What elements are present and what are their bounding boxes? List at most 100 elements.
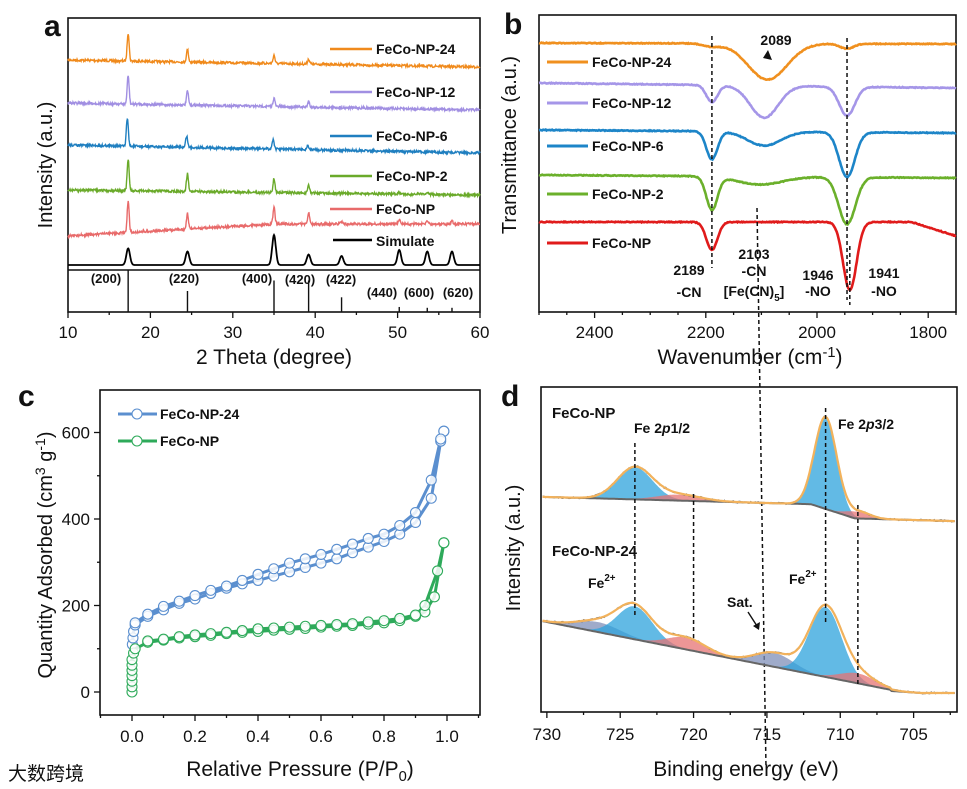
x-axis-label-part: Relative Pressure (P/P (186, 758, 398, 781)
x-tick-label: 0.2 (183, 727, 207, 746)
data-point (346, 618, 359, 630)
annotation-fe2p32-part: Fe 2 (838, 416, 866, 432)
data-point (394, 612, 406, 625)
data-point (331, 618, 343, 631)
x-tick-label: 710 (826, 725, 854, 744)
data-point (315, 619, 327, 631)
data-point (189, 590, 201, 602)
annotation-fe2p12-part: 1/2 (671, 420, 691, 436)
annotation-1946: 1946 (802, 267, 833, 283)
ftir-series-line (538, 81, 957, 120)
hkl-label: (600) (404, 285, 434, 300)
data-point (173, 631, 185, 643)
x-axis-label-part: Wavenumber (cm (658, 346, 823, 369)
legend-label: FeCo-NP-24 (592, 54, 672, 70)
legend-label: FeCo-NP-6 (592, 138, 664, 154)
envelope-fit-line (542, 601, 955, 695)
y-tick-label: 0 (81, 683, 90, 702)
ftir-series-line (538, 128, 957, 179)
legend-label: FeCo-NP-2 (376, 168, 448, 184)
panel-label-c: c (18, 380, 35, 413)
x-tick-label: 0.6 (309, 727, 333, 746)
annotation-fe2p32: Fe 2p3/2 (838, 416, 894, 432)
x-axis-label: Relative Pressure (P/P0) (186, 758, 414, 785)
annotation-fe2p12: Fe 2p1/2 (634, 420, 690, 436)
data-point (431, 565, 444, 577)
hkl-label: (422) (326, 272, 356, 287)
data-point (252, 568, 264, 580)
annotation-fe2plus: Fe2+ (789, 569, 817, 587)
xrd-series-line (67, 34, 481, 70)
annotation-satellite: Sat. (727, 594, 753, 610)
y-axis-label-part: -1 (32, 438, 48, 451)
annotation-species: [Fe(CN)5] (724, 283, 785, 304)
data-point (205, 584, 217, 596)
fit-component-area (542, 467, 955, 522)
x-axis-label-part: 0 (399, 769, 407, 785)
x-tick-label: 1.0 (435, 727, 459, 746)
data-point (252, 623, 264, 635)
data-point (331, 553, 343, 565)
legend-label: Simulate (376, 233, 435, 249)
data-point (283, 621, 296, 633)
annotation-assign: -CN (742, 263, 767, 279)
x-tick-label: 10 (59, 323, 78, 342)
hkl-label: (400) (242, 271, 272, 286)
data-point (346, 538, 359, 550)
xrd-series-line (67, 159, 481, 199)
raw-data-line (542, 415, 955, 523)
annotation-fe2plus-part: 2+ (805, 569, 816, 580)
x-tick-label: 40 (306, 323, 325, 342)
isotherm-desorption-line (134, 430, 446, 625)
xrd-series-line (67, 117, 481, 157)
y-axis-label-part: Quantity Adsorbed (cm (35, 475, 57, 678)
data-point (268, 563, 280, 575)
data-point (157, 600, 170, 612)
annotation-species-part: [Fe(CN) (724, 283, 775, 299)
spectrum-label: FeCo-NP (552, 405, 615, 422)
satellite-arrow-line (747, 611, 758, 627)
annotation-fe2p32-part: 3/2 (875, 416, 895, 432)
fit-component-area (542, 621, 955, 693)
data-point (378, 615, 390, 627)
simulated-pattern-line (68, 232, 480, 266)
x-tick-label: 2000 (798, 323, 836, 342)
data-point (419, 599, 431, 612)
data-point (189, 629, 201, 641)
x-tick-label: 2200 (687, 323, 725, 342)
x-tick-label: 20 (141, 323, 160, 342)
y-axis-label-part: ) (35, 431, 57, 438)
x-tick-label: 0.8 (372, 727, 396, 746)
x-tick-label: 60 (471, 323, 490, 342)
y-tick-label: 600 (62, 424, 90, 443)
data-point (362, 532, 374, 545)
data-point (331, 543, 343, 555)
x-axis-label-part: ) (836, 346, 843, 369)
y-axis-label: Quantity Adsorbed (cm3 g-1) (32, 431, 57, 678)
legend-label: FeCo-NP-24 (376, 41, 456, 57)
data-point (129, 643, 141, 655)
data-point (157, 633, 170, 645)
x-tick-label: 725 (606, 725, 634, 744)
annotation-2103: 2103 (738, 246, 769, 262)
legend-marker (131, 408, 143, 420)
x-axis-label: Wavenumber (cm-1) (658, 345, 843, 369)
y-axis-label: Transmittance (a.u.) (499, 56, 521, 234)
xrd-series-line (67, 75, 481, 114)
data-point (173, 595, 185, 607)
x-tick-label: 730 (533, 725, 561, 744)
x-axis-label: 2 Theta (degree) (196, 346, 352, 369)
panel-c-frame (99, 389, 481, 716)
data-point (220, 626, 233, 638)
data-point (299, 553, 311, 565)
legend-label: FeCo-NP-12 (592, 95, 672, 111)
annotation-assign: -NO (871, 283, 897, 299)
xrd-series-line (67, 200, 480, 240)
y-axis-label: Intensity (a.u.) (503, 485, 525, 612)
panel-a-frame (67, 17, 481, 313)
data-point (425, 492, 437, 504)
envelope-fit-line (542, 415, 955, 523)
arrow-head-icon (763, 50, 772, 60)
data-point (299, 620, 311, 632)
